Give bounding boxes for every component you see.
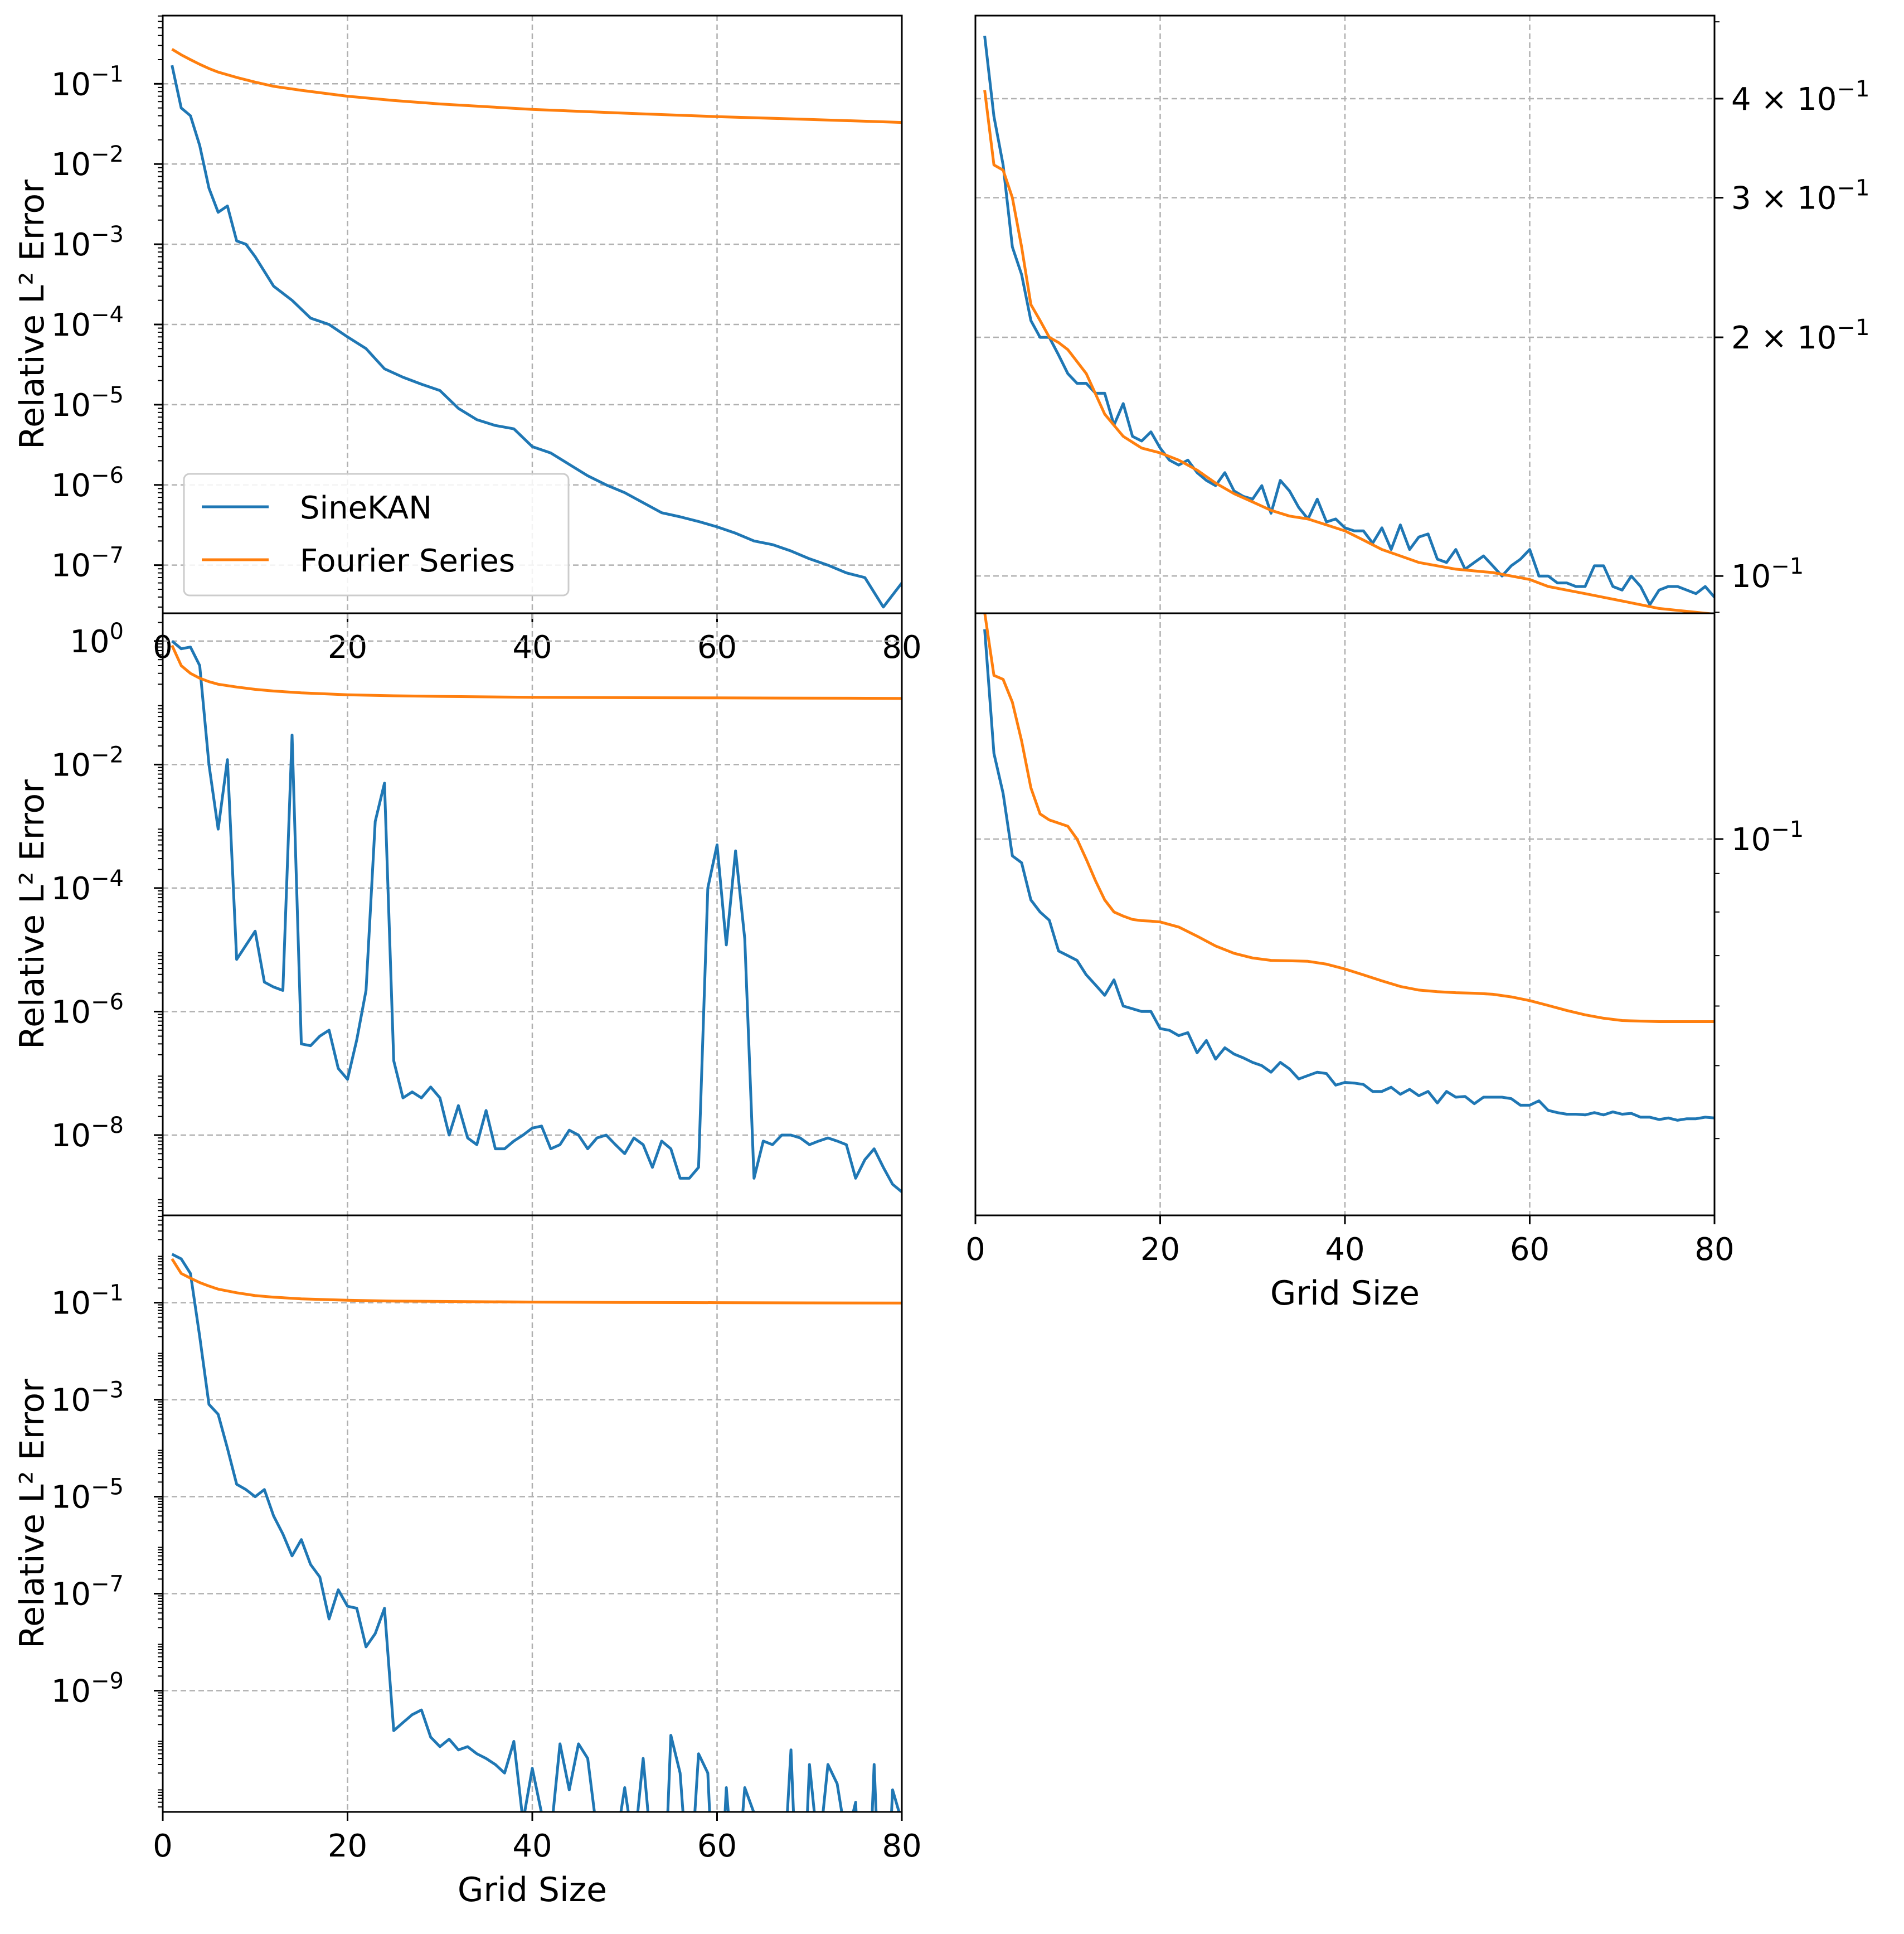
y-tick-label: 10−5 [51,1475,124,1516]
x-tick-label: 80 [882,1828,921,1864]
x-tick-label: 0 [965,1232,985,1268]
y-tick-label: 10−5 [51,382,124,424]
y-tick-label: 10−3 [51,1378,124,1419]
x-axis-title: Grid Size [458,1870,607,1909]
x-tick-label: 40 [1325,1232,1364,1268]
series-line-sinekan [171,65,902,609]
y-tick-label: 10−1 [1731,554,1804,595]
y-tick-label: 10−1 [51,61,124,103]
legend-sinekan-label: SineKAN [300,490,432,526]
legend: SineKAN Fourier Series [183,473,570,597]
x-tick-label: 60 [697,1828,737,1864]
axes-frame [974,612,1716,1216]
y-tick-label: 10−4 [51,302,124,343]
x-tick-label: 20 [1140,1232,1180,1268]
series-line-fourier-series [983,90,1714,613]
x-tick-label: 80 [1694,1232,1734,1268]
y-axis-title: Relative L² Error [13,180,52,449]
y-tick-label: 10−1 [51,1281,124,1322]
series-line-fourier-series [983,613,1714,1023]
axes-frame [162,1214,903,1813]
x-axis-title: Grid Size [1270,1274,1420,1313]
series-line-sinekan [983,629,1714,1122]
y-tick-label: 3 × 10−1 [1731,176,1869,217]
series-line-fourier-series [171,644,902,700]
y-tick-label: 10−4 [51,866,124,907]
panel-middle-right: 10−1 0 20 40 60 80 Grid Size [965,612,1804,1313]
x-tick-label: 20 [328,1828,367,1864]
y-axis-title: Relative L² Error [13,779,52,1049]
panel-top-right: 4 × 10−1 3 × 10−1 2 × 10−1 10−1 [974,14,1869,614]
x-tick-label: 40 [512,1828,552,1864]
series-line-sinekan [171,1253,901,1812]
y-tick-label: 10−9 [51,1669,124,1710]
y-tick-label: 10−8 [51,1113,124,1154]
series-line-sinekan [983,36,1714,607]
x-tick-label: 60 [1510,1232,1550,1268]
series-line-sinekan [171,639,902,1193]
series-line-fourier-series [171,48,902,124]
legend-box [183,473,570,597]
y-tick-label: 10−2 [51,142,124,183]
y-tick-label: 10−6 [51,463,124,504]
y-tick-label: 10−3 [51,222,124,263]
panel-bottom-left: 10−1 10−3 10−5 10−7 10−9 0 20 40 60 80 Relative L²… [13,1214,922,1909]
y-tick-label: 10−7 [51,1572,124,1613]
legend-fourier-label: Fourier Series [300,543,515,579]
x-tick-label: 0 [153,1828,173,1864]
y-tick-label: 10−6 [51,989,124,1030]
series-line-fourier-series [171,1258,902,1305]
y-tick-label: 10−1 [1731,817,1804,858]
y-axis-title: Relative L² Error [13,1379,52,1649]
y-tick-label: 100 [70,619,124,660]
y-tick-label: 10−7 [51,543,124,584]
y-tick-label: 2 × 10−1 [1731,315,1869,356]
y-tick-label: 4 × 10−1 [1731,76,1869,118]
y-tick-label: 10−2 [51,742,124,783]
